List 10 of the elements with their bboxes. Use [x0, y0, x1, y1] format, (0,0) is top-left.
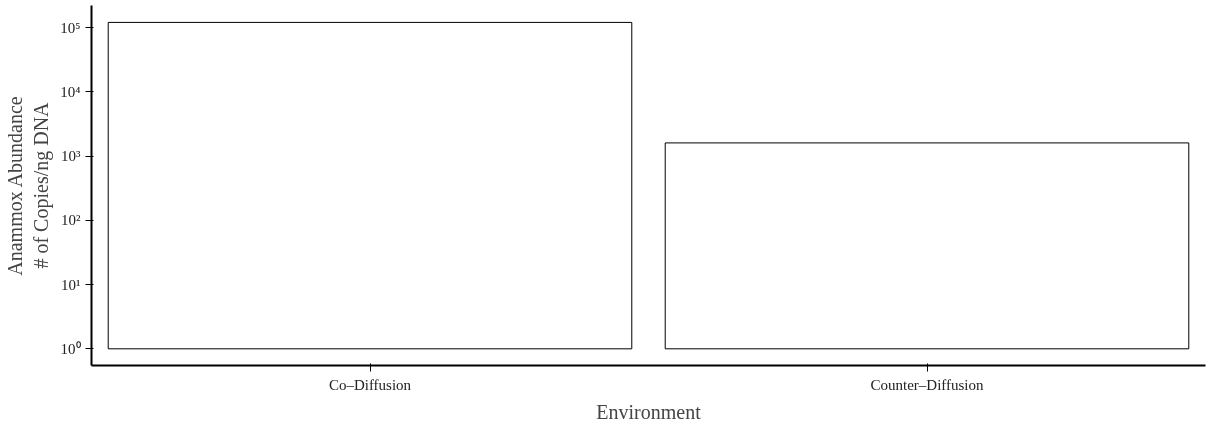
y-tick-label: 10¹: [61, 276, 81, 293]
x-tick-label: Counter–Diffusion: [870, 376, 985, 393]
y-tick-label: 10⁰: [60, 340, 81, 357]
y-axis-title: Anammox Abundance # of Copies/ng DNA: [3, 96, 54, 276]
y-tick-label: 10²: [61, 212, 81, 229]
y-tick-label: 10³: [61, 148, 81, 165]
x-tick-label: Co–Diffusion: [328, 376, 412, 393]
y-tick-label: 10⁴: [60, 83, 81, 100]
y-tick-label: 10⁵: [60, 19, 81, 36]
x-axis-title: Environment: [596, 400, 702, 423]
